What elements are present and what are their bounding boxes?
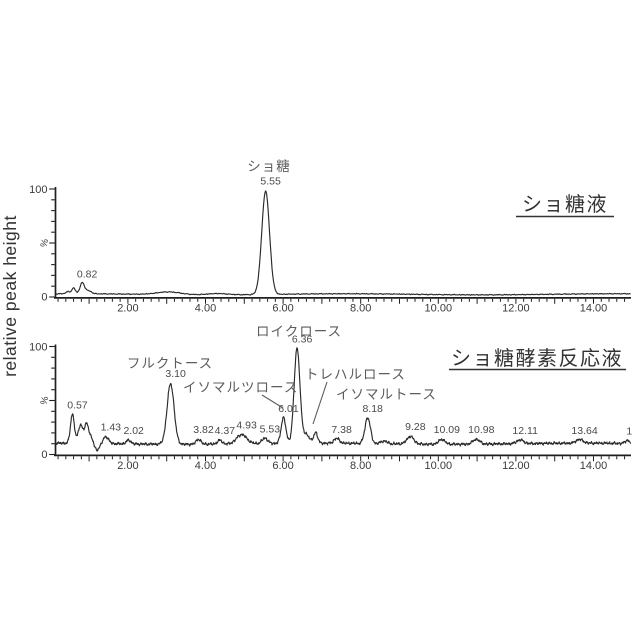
bottom-peak-label: 0.57 [67, 400, 88, 412]
bottom-peak-label: 5.53 [260, 423, 281, 435]
top-trace [55, 190, 631, 296]
bottom-peak-label: 7.38 [331, 424, 352, 436]
top-y-max-label: 100 [29, 184, 47, 196]
bottom-y-unit-label: % [39, 395, 52, 407]
bottom-peak-label: 6.01 [278, 403, 299, 415]
bottom-panel-title: ショ糖酵素反応液 [451, 347, 623, 370]
bottom-x-tick-label: 10.00 [425, 460, 453, 472]
bottom-compound-label: イソマルツロース [183, 380, 298, 395]
bottom-y-min-label: 0 [41, 449, 47, 461]
top-peak-label: 0.82 [77, 269, 98, 281]
bottom-compound-label: イソマルトース [336, 387, 437, 402]
top-y-unit-label: % [39, 237, 52, 249]
bottom-peak-label: 1.43 [101, 422, 122, 434]
y-axis-title: relative peak height [0, 215, 20, 377]
bottom-peak-label: 4.93 [236, 420, 257, 432]
top-x-tick-label: 14.00 [580, 303, 608, 315]
bottom-peak-label: 12.11 [512, 425, 538, 437]
bottom-callout-line [312, 381, 328, 425]
bottom-x-tick-label: 8.00 [350, 460, 371, 472]
bottom-callout-line [261, 394, 284, 409]
bottom-peak-label: 3.82 [193, 424, 214, 436]
top-x-tick-label: 12.00 [502, 303, 530, 315]
bottom-peak-label: 10.98 [468, 424, 494, 436]
bottom-peak-label: 1 [626, 425, 632, 437]
bottom-peak-label: 13.64 [571, 425, 597, 437]
top-x-tick-label: 4.00 [195, 303, 216, 315]
bottom-x-tick-label: 4.00 [195, 460, 216, 472]
bottom-peak-label: 6.36 [292, 334, 313, 346]
bottom-trace [54, 347, 632, 452]
top-x-tick-label: 10.00 [425, 303, 453, 315]
bottom-y-max-label: 100 [29, 342, 47, 354]
bottom-peak-label: 10.09 [434, 424, 460, 436]
bottom-compound-label: ロイクロース [256, 324, 342, 339]
bottom-x-tick-label: 12.00 [502, 460, 530, 472]
bottom-x-tick-label: 6.00 [272, 460, 293, 472]
top-x-tick-label: 2.00 [117, 303, 138, 315]
top-y-min-label: 0 [41, 292, 47, 304]
bottom-peak-label: 9.28 [405, 421, 426, 433]
bottom-compound-label: トレハルロース [305, 367, 406, 382]
top-x-tick-label: 8.00 [350, 303, 371, 315]
bottom-peak-label: 8.18 [362, 403, 383, 415]
bottom-x-tick-label: 2.00 [117, 460, 138, 472]
bottom-x-tick-label: 14.00 [580, 460, 608, 472]
top-x-tick-label: 6.00 [272, 303, 293, 315]
top-peak-label: 5.55 [260, 176, 281, 188]
bottom-peak-label: 3.10 [165, 368, 186, 380]
top-compound-label: ショ糖 [247, 159, 291, 174]
top-panel-title: ショ糖液 [522, 193, 608, 216]
bottom-peak-label: 4.37 [215, 425, 236, 437]
bottom-peak-label: 2.02 [123, 425, 144, 437]
bottom-compound-label: フルクトース [127, 356, 213, 371]
